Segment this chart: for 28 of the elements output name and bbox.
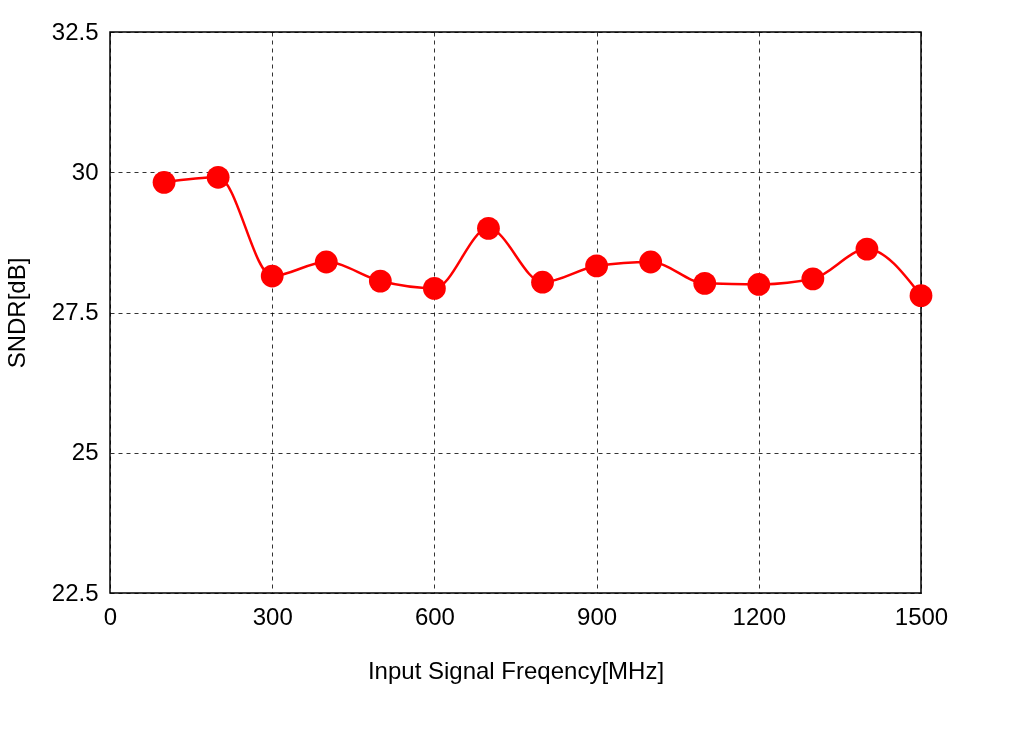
x-axis-title: Input Signal Freqency[MHz]	[367, 656, 665, 684]
x-tick-label: 1200	[732, 602, 786, 630]
point	[368, 269, 392, 293]
point	[152, 170, 176, 194]
point	[801, 267, 825, 291]
y-tick-label: 32.5	[51, 17, 99, 45]
point	[260, 264, 284, 288]
x-tick-label: 900	[577, 602, 618, 630]
point	[531, 270, 554, 294]
y-tick-label: 27.5	[51, 298, 99, 325]
point	[206, 165, 230, 189]
y-tick-label: 22.5	[51, 578, 99, 606]
point	[693, 271, 717, 295]
point	[314, 250, 338, 274]
point	[477, 216, 500, 240]
point	[747, 273, 771, 296]
point	[855, 237, 879, 261]
y-axis-title: SNDR[dB]	[2, 257, 30, 369]
point	[585, 254, 608, 278]
x-tick-label: 1500	[894, 602, 949, 630]
x-tick-label: 300	[252, 602, 293, 630]
point	[423, 277, 446, 300]
y-tick-label: 25	[71, 438, 99, 466]
point	[909, 284, 933, 308]
x-tick-label: 600	[414, 602, 455, 630]
y-tick-label: 30	[71, 157, 99, 185]
point	[639, 250, 663, 274]
x-tick-label: 0	[103, 602, 118, 630]
